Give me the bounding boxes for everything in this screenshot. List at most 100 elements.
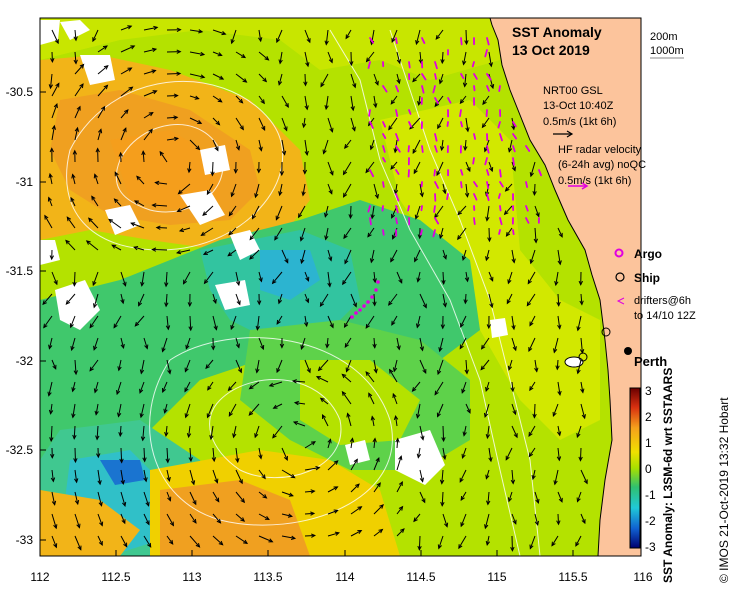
gsl-arrow bbox=[556, 447, 562, 462]
gsl-key-label: NRT00 GSL bbox=[543, 85, 603, 97]
gsl-arrow bbox=[120, 67, 133, 75]
gsl-arrow bbox=[184, 381, 191, 393]
gsl-arrow bbox=[166, 136, 180, 142]
gsl-arrow bbox=[556, 425, 562, 437]
gsl-arrow bbox=[89, 359, 99, 372]
gsl-arrow bbox=[327, 509, 339, 515]
gsl-arrow bbox=[327, 117, 334, 133]
hf-arrow bbox=[460, 37, 463, 46]
gsl-arrow bbox=[341, 390, 352, 405]
gsl-arrow bbox=[370, 205, 375, 220]
gsl-arrow bbox=[462, 73, 468, 88]
gsl-arrow bbox=[155, 225, 168, 230]
gsl-arrow bbox=[344, 249, 352, 265]
ship-marker bbox=[601, 327, 611, 337]
gsl-arrow bbox=[51, 535, 58, 549]
colorbar-tick-label: 3 bbox=[645, 384, 652, 398]
gsl-arrow bbox=[118, 151, 123, 163]
gsl-arrow bbox=[389, 368, 398, 383]
gsl-arrow bbox=[459, 95, 467, 105]
gsl-arrow bbox=[557, 315, 562, 330]
gsl-arrow bbox=[302, 161, 308, 175]
gsl-arrow bbox=[576, 315, 582, 332]
gsl-arrow bbox=[74, 126, 79, 141]
gsl-arrow bbox=[87, 217, 99, 229]
gsl-arrow bbox=[327, 315, 334, 329]
gsl-arrow bbox=[503, 205, 513, 216]
gsl-arrow bbox=[209, 425, 214, 441]
gsl-arrow bbox=[48, 337, 53, 350]
gsl-arrow bbox=[304, 293, 310, 304]
gsl-arrow bbox=[488, 447, 493, 463]
gsl-arrow bbox=[486, 315, 492, 330]
hf-arrow bbox=[369, 121, 374, 129]
gsl-arrow bbox=[528, 425, 536, 437]
gsl-arrow bbox=[258, 469, 266, 480]
gsl-arrow bbox=[141, 150, 146, 163]
gsl-arrow bbox=[163, 403, 168, 414]
hf-arrow bbox=[499, 169, 502, 178]
gsl-arrow bbox=[372, 337, 377, 349]
colorbar-tick-label: 1 bbox=[645, 436, 652, 450]
gsl-arrow bbox=[419, 425, 425, 441]
gsl-arrow bbox=[212, 315, 218, 331]
gsl-arrow bbox=[235, 337, 240, 349]
gsl-arrow bbox=[529, 249, 536, 265]
gsl-arrow bbox=[484, 513, 490, 530]
gsl-arrow bbox=[461, 381, 467, 394]
map-date: 13 Oct 2019 bbox=[512, 42, 590, 58]
gsl-arrow bbox=[303, 73, 308, 87]
hf-arrow bbox=[395, 145, 401, 153]
gsl-arrow bbox=[166, 93, 179, 98]
hf-arrow bbox=[525, 205, 529, 212]
hf-arrow bbox=[434, 61, 438, 70]
gsl-arrow bbox=[207, 381, 214, 391]
hf-arrow bbox=[395, 205, 399, 214]
gsl-arrow bbox=[556, 513, 561, 526]
gsl-arrow bbox=[51, 491, 57, 506]
hf-arrow bbox=[473, 193, 478, 201]
gsl-arrow bbox=[350, 117, 356, 132]
gsl-arrow bbox=[481, 117, 490, 129]
gsl-arrow bbox=[437, 535, 444, 550]
gsl-arrow bbox=[441, 425, 446, 443]
hf-arrow bbox=[421, 85, 425, 94]
gsl-arrow bbox=[485, 249, 490, 262]
gsl-arrow bbox=[212, 535, 224, 546]
gsl-arrow bbox=[205, 359, 214, 370]
gsl-arrow bbox=[419, 337, 425, 352]
gsl-arrow bbox=[488, 293, 494, 309]
hf-arrow bbox=[433, 205, 436, 213]
hf-arrow bbox=[382, 181, 385, 188]
gsl-arrow bbox=[51, 271, 58, 286]
gsl-arrow bbox=[188, 315, 193, 332]
gsl-arrow bbox=[50, 469, 56, 483]
gsl-arrow bbox=[235, 271, 241, 287]
hf-arrow bbox=[486, 37, 490, 46]
gsl-arrow bbox=[511, 117, 516, 131]
gsl-arrow bbox=[140, 425, 146, 442]
gsl-arrow bbox=[50, 51, 55, 64]
argo-float-track bbox=[350, 280, 380, 319]
gsl-arrow bbox=[139, 403, 145, 419]
gsl-arrow bbox=[304, 441, 316, 449]
gsl-arrow bbox=[511, 403, 517, 416]
gsl-arrow bbox=[327, 460, 339, 471]
gsl-arrow bbox=[373, 456, 380, 471]
hf-arrow bbox=[473, 85, 476, 92]
y-tick-label: -31 bbox=[16, 175, 34, 189]
gsl-arrow bbox=[463, 139, 468, 152]
gsl-arrow bbox=[203, 271, 214, 285]
gsl-arrow bbox=[390, 249, 398, 263]
hf-arrow bbox=[512, 157, 515, 166]
gsl-arrow bbox=[435, 29, 444, 40]
gsl-arrow bbox=[235, 359, 242, 374]
gsl-arrow bbox=[511, 513, 517, 525]
gsl-arrow bbox=[343, 227, 352, 240]
gsl-arrow bbox=[255, 315, 260, 331]
gsl-arrow bbox=[460, 315, 467, 328]
gsl-arrow bbox=[482, 95, 490, 106]
gsl-arrow bbox=[133, 245, 145, 251]
gsl-arrow bbox=[74, 105, 81, 119]
gsl-arrow bbox=[278, 183, 283, 197]
